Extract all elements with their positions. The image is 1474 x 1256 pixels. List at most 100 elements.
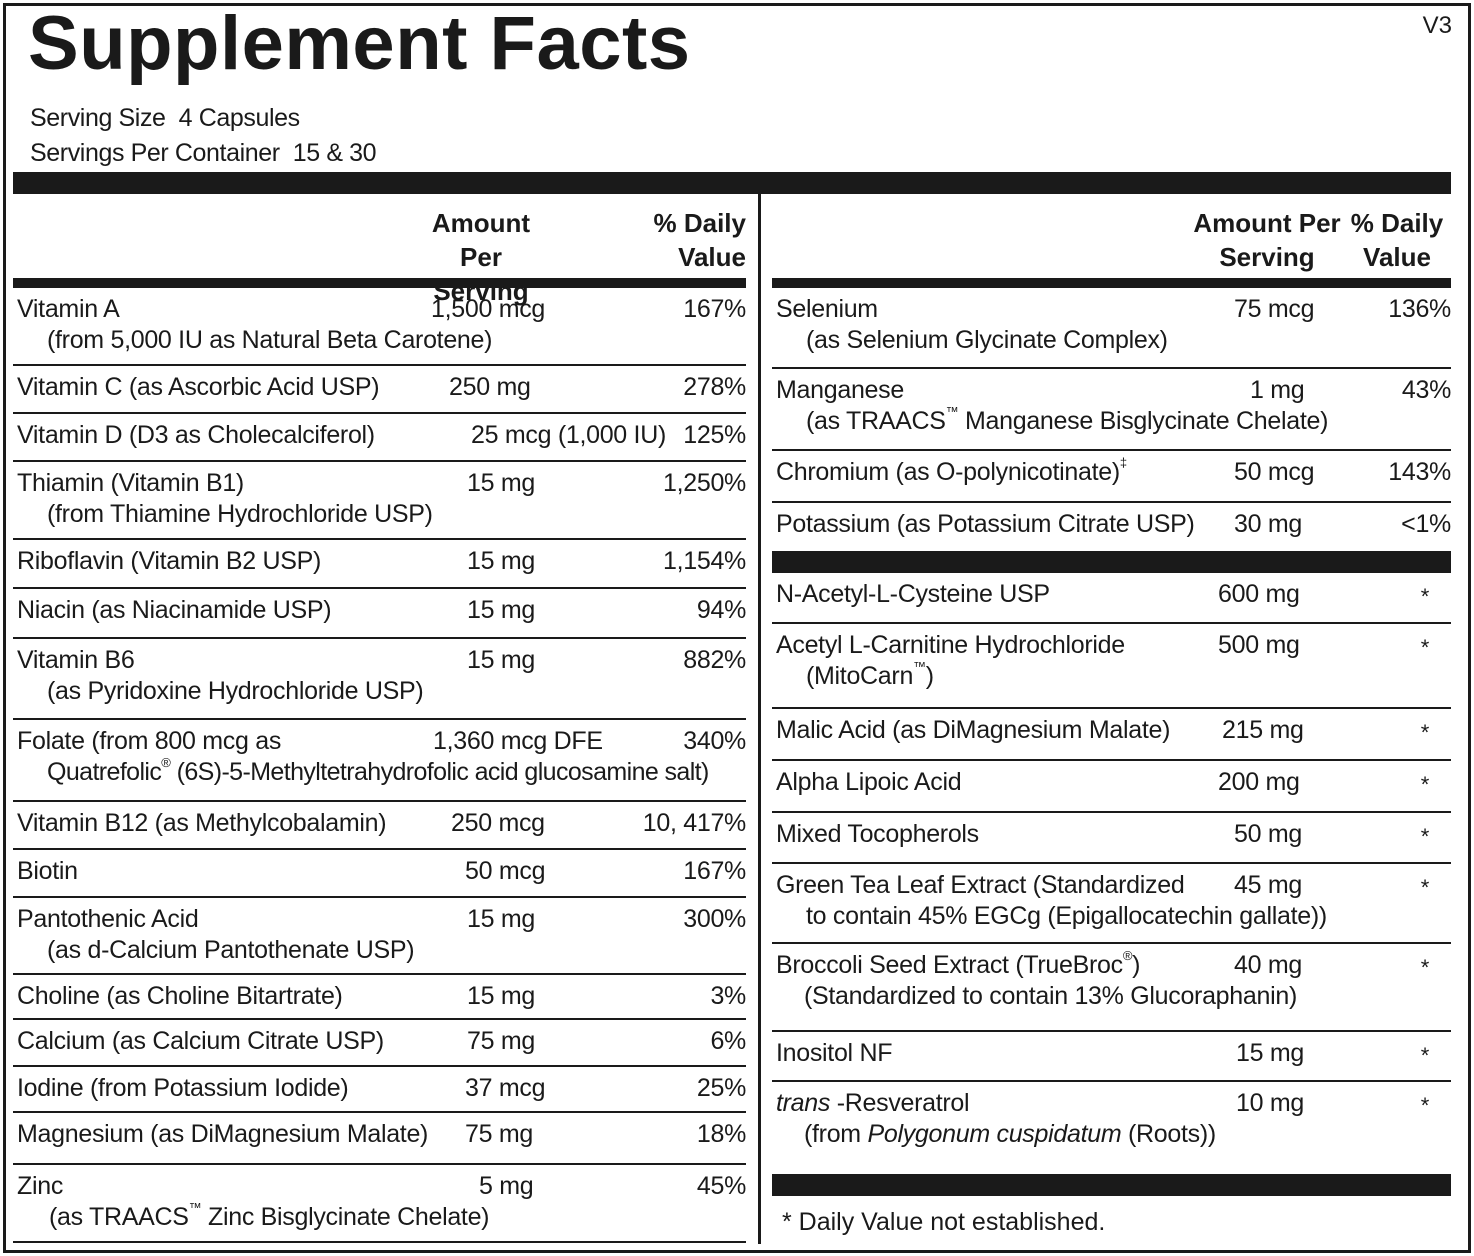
- nutrient-amount: 30 mg: [1234, 510, 1302, 538]
- zinc-source-b: Zinc Bisglycinate Chelate): [201, 1203, 490, 1231]
- nutrient-amount: 15 mg: [467, 982, 535, 1010]
- nutrient-name: Vitamin C (as Ascorbic Acid USP): [17, 373, 380, 401]
- nutrient-amount: 75 mg: [467, 1027, 535, 1055]
- nutrient-row-selenium: Selenium (as Selenium Glycinate Complex)…: [772, 288, 1451, 369]
- nutrient-row-magnesium: Magnesium (as DiMagnesium Malate) 75 mg …: [13, 1113, 746, 1165]
- daily-value-header: % Daily Value: [1347, 206, 1447, 274]
- nutrient-name: Vitamin D (D3 as Cholecalciferol): [17, 421, 375, 449]
- dv-header-line1: % Daily: [1350, 208, 1444, 238]
- nutrient-dv: 18%: [696, 1120, 746, 1148]
- broccoli-name-b: ): [1132, 951, 1141, 979]
- supplement-facts-panel: Supplement Facts V3 Serving Size 4 Capsu…: [3, 1, 1471, 1253]
- ingredient-dv: *: [1420, 1043, 1430, 1068]
- nutrient-dv: 1,154%: [663, 547, 746, 575]
- dv-header-line1: % Daily: [653, 208, 747, 238]
- nutrient-dv: 136%: [1388, 295, 1451, 323]
- ingredient-row-resveratrol: trans -Resveratrol (from Polygonum cuspi…: [772, 1082, 1451, 1174]
- nutrient-name: Vitamin B6: [17, 646, 135, 674]
- nutrient-amount: 1 mg: [1250, 376, 1305, 404]
- left-column: Amount Per Serving % Daily Value Vitamin…: [13, 194, 746, 1243]
- ingredient-row-broccoli-seed: Broccoli Seed Extract (TrueBroc®) (Stand…: [772, 944, 1451, 1032]
- ingredient-row-alcar: Acetyl L-Carnitine Hydrochloride (MitoCa…: [772, 624, 1451, 709]
- ingredient-source: to contain 45% EGCg (Epigallocatechin ga…: [806, 902, 1327, 930]
- footer-divider-bar: [772, 1174, 1451, 1196]
- ingredient-name: Broccoli Seed Extract (TrueBroc®): [776, 949, 1141, 981]
- section-divider-bar: [772, 551, 1451, 573]
- nutrient-source: (from Thiamine Hydrochloride USP): [47, 500, 433, 528]
- nutrient-name: Choline (as Choline Bitartrate): [17, 982, 343, 1010]
- nutrient-name: Calcium (as Calcium Citrate USP): [17, 1027, 384, 1055]
- trademark-mark: ™: [913, 659, 926, 674]
- nutrient-dv: 300%: [683, 905, 746, 933]
- amount-per-serving-header: Amount Per Serving: [1192, 206, 1342, 274]
- nutrient-name: Pantothenic Acid: [17, 905, 199, 933]
- ingredient-source: (Standardized to contain 13% Glucoraphan…: [804, 982, 1297, 1010]
- ingredient-name: Acetyl L-Carnitine Hydrochloride: [776, 631, 1125, 659]
- chromium-name: Chromium (as O-polynicotinate): [776, 458, 1120, 486]
- broccoli-name-a: Broccoli Seed Extract (TrueBroc: [776, 951, 1123, 979]
- nutrient-source: (as TRAACS™ Manganese Bisglycinate Chela…: [806, 405, 1328, 437]
- nutrient-amount: 15 mg: [467, 646, 535, 674]
- nutrient-amount: 250 mg: [449, 373, 531, 401]
- left-header: Amount Per Serving % Daily Value: [13, 194, 747, 306]
- serving-size-value: 4 Capsules: [178, 104, 300, 132]
- nutrient-name: Thiamin (Vitamin B1): [17, 469, 244, 497]
- nutrient-amount: 37 mcg: [465, 1074, 546, 1102]
- double-dagger-mark: ‡: [1119, 455, 1127, 470]
- folate-form: (6S)-5-Methyltetrahydrofolic acid glucos…: [170, 758, 710, 786]
- nutrient-dv: 278%: [683, 373, 746, 401]
- nutrient-dv: <1%: [1401, 510, 1451, 538]
- panel-title: Supplement Facts: [28, 1, 691, 86]
- servings-per-container: Servings Per Container 15 & 30: [30, 139, 377, 168]
- ingredient-row-nac: N-Acetyl-L-Cysteine USP 600 mg *: [772, 573, 1451, 624]
- nutrient-row-manganese: Manganese (as TRAACS™ Manganese Bisglyci…: [772, 369, 1451, 451]
- nutrient-source: Quatrefolic® (6S)-5-Methyltetrahydrofoli…: [47, 756, 710, 788]
- dv-header-line2: Value: [678, 242, 746, 272]
- nutrient-dv: 125%: [683, 421, 746, 449]
- nutrient-dv: 10, 417%: [642, 809, 747, 837]
- ingredient-row-inositol: Inositol NF 15 mg *: [772, 1032, 1451, 1082]
- daily-value-header: % Daily Value: [636, 206, 747, 274]
- servings-per-container-label: Servings Per Container: [30, 139, 280, 167]
- ingredient-row-malic-acid: Malic Acid (as DiMagnesium Malate) 215 m…: [772, 709, 1451, 761]
- nutrient-amount: 1,360 mcg DFE: [433, 727, 603, 755]
- nutrient-source: (as d-Calcium Pantothenate USP): [47, 936, 415, 964]
- nutrient-dv: 167%: [683, 857, 746, 885]
- serving-size: Serving Size 4 Capsules: [30, 104, 300, 133]
- nutrient-dv: 1,250%: [663, 469, 746, 497]
- resveratrol-source-b: (Roots)): [1121, 1120, 1216, 1148]
- ingredient-name: Alpha Lipoic Acid: [776, 768, 962, 796]
- nutrient-name: Magnesium (as DiMagnesium Malate): [17, 1120, 429, 1148]
- nutrient-amount: 250 mcg: [451, 809, 545, 837]
- ingredient-name: Malic Acid (as DiMagnesium Malate): [776, 716, 1171, 744]
- ingredient-source: (MitoCarn™): [806, 659, 934, 692]
- nutrient-name: Iodine (from Potassium Iodide): [17, 1074, 349, 1102]
- top-thick-bar: [13, 172, 1451, 194]
- ingredient-dv: *: [1420, 720, 1430, 745]
- nutrient-row-vitamin-c: Vitamin C (as Ascorbic Acid USP) 250 mg …: [13, 366, 746, 414]
- ingredient-dv: *: [1420, 772, 1430, 797]
- nutrient-amount: 75 mcg: [1234, 295, 1315, 323]
- nutrient-dv: 340%: [683, 727, 746, 755]
- servings-per-container-value: 15 & 30: [292, 139, 377, 167]
- nutrient-name: Niacin (as Niacinamide USP): [17, 596, 332, 624]
- manganese-source-a: (as TRAACS: [806, 407, 946, 435]
- nutrient-name: Vitamin B12 (as Methylcobalamin): [17, 809, 387, 837]
- nutrient-amount: 1,500 mcg: [431, 295, 546, 323]
- ingredient-dv: *: [1420, 955, 1430, 980]
- nutrient-row-vitamin-b6: Vitamin B6 (as Pyridoxine Hydrochloride …: [13, 639, 746, 720]
- footnote: * Daily Value not established.: [782, 1208, 1106, 1236]
- ingredient-amount: 15 mg: [1236, 1039, 1304, 1067]
- nutrient-source: (from 5,000 IU as Natural Beta Carotene): [47, 326, 493, 354]
- nutrient-row-niacin: Niacin (as Niacinamide USP) 15 mg 94%: [13, 589, 746, 639]
- nutrient-dv: 143%: [1388, 458, 1451, 486]
- nutrient-name: Zinc: [17, 1172, 64, 1200]
- column-divider: [758, 194, 761, 1244]
- nutrient-dv: 6%: [710, 1027, 746, 1055]
- dv-header-line2: Value: [1363, 242, 1431, 272]
- amount-header-line2: Serving: [433, 276, 529, 306]
- ingredient-amount: 500 mg: [1218, 631, 1300, 659]
- ingredient-source: (from Polygonum cuspidatum (Roots)): [804, 1119, 1216, 1150]
- nutrient-row-vitamin-a: Vitamin A (from 5,000 IU as Natural Beta…: [13, 288, 746, 366]
- nutrient-row-folate: Folate (from 800 mcg as Quatrefolic® (6S…: [13, 720, 746, 802]
